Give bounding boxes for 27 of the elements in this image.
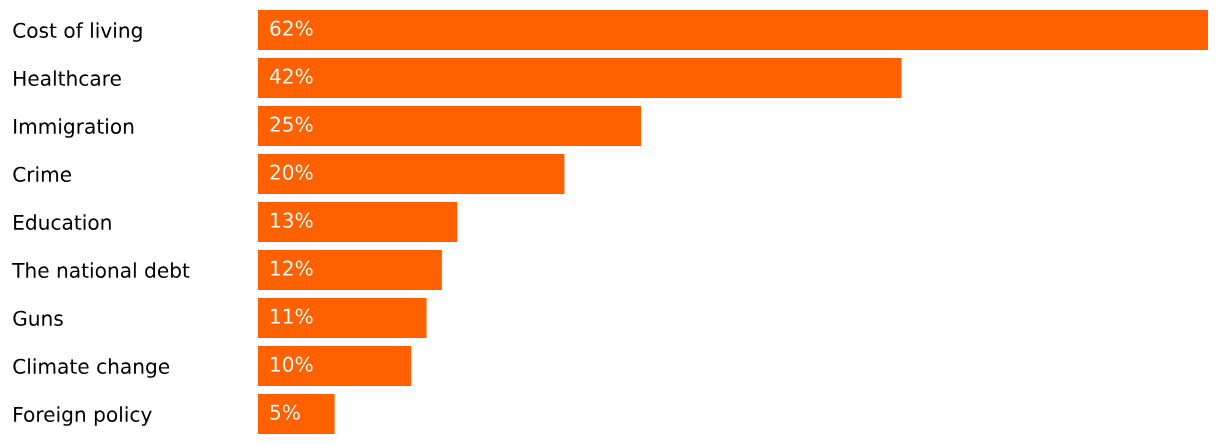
bar	[258, 10, 1208, 50]
y-tick-label: Immigration	[14, 118, 134, 138]
y-tick-label: Foreign policy	[14, 406, 152, 426]
bar	[258, 250, 442, 290]
bar	[258, 106, 642, 146]
data-label: 62%	[270, 20, 313, 36]
bar	[258, 154, 565, 194]
data-label: 13%	[271, 212, 313, 228]
y-tick-label: Guns	[13, 310, 63, 326]
data-label: 25%	[270, 116, 313, 132]
y-tick-label: Education	[14, 214, 111, 230]
bar	[258, 58, 902, 98]
data-label: 5%	[270, 404, 300, 420]
y-tick-label: Healthcare	[14, 70, 121, 86]
data-label: 20%	[270, 164, 313, 180]
data-label: 11%	[271, 308, 313, 324]
bar	[258, 298, 427, 338]
y-tick-label: The national debt	[12, 262, 190, 278]
y-tick-label: Crime	[13, 166, 72, 182]
data-label: 42%	[269, 68, 313, 84]
data-label: 10%	[271, 356, 313, 372]
y-tick-label: Cost of living	[13, 22, 142, 42]
bar	[258, 394, 335, 434]
bar	[258, 202, 458, 242]
bar	[258, 346, 412, 386]
y-tick-label: Climate change	[13, 358, 170, 378]
data-label: 12%	[271, 260, 313, 276]
